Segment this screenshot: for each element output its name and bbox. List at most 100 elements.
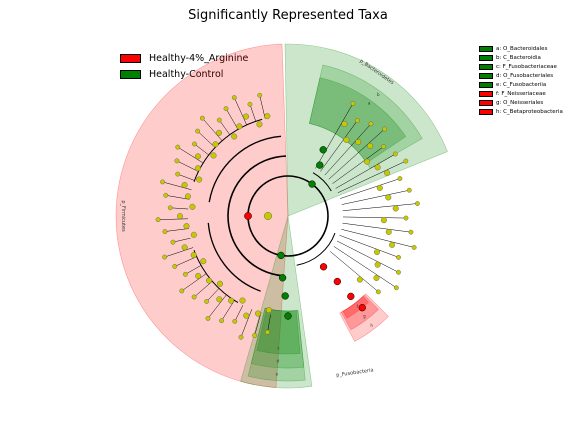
leaf-node (170, 239, 176, 245)
leaf-branch (172, 237, 191, 243)
leaf-node (394, 285, 399, 291)
leaf-node (375, 289, 381, 295)
leaf-node (396, 254, 401, 260)
leaf-node (252, 333, 258, 338)
inner-node (190, 231, 197, 238)
clade-letter-h: h (370, 323, 373, 328)
inner-node (356, 276, 363, 283)
inner-node (343, 136, 350, 143)
key-text-c: c: F_Fusobacteriaceae (496, 63, 557, 70)
key-row-b: b: C_Bacteroidia (479, 53, 563, 62)
leaf-branch (259, 95, 266, 119)
leaf-branch (342, 203, 418, 211)
leaf-node (175, 171, 181, 177)
biomarker-node-control (277, 251, 285, 260)
leaf-branch (162, 181, 192, 191)
sector-layer: b a e d c hgf (115, 43, 448, 389)
leaf-node (223, 106, 229, 112)
leaf-node (204, 299, 210, 304)
inner-node (376, 184, 383, 191)
leaf-node (257, 92, 263, 98)
inner-node (355, 139, 362, 146)
clade-sector-c (256, 308, 301, 355)
clade-sector-g (340, 294, 379, 331)
inner-node (374, 248, 381, 255)
inner-node (184, 193, 191, 200)
key-swatch-a (479, 45, 493, 52)
leaf-branch (181, 273, 207, 292)
inner-node (228, 297, 235, 304)
leaf-branch (339, 235, 399, 258)
biomarker-node-arginine (244, 212, 252, 220)
key-row-f: f: F_Neisseriaceae (479, 89, 563, 98)
leaf-node (403, 158, 409, 164)
clade-letter-d: d (276, 359, 279, 364)
leaf-branch (193, 281, 213, 298)
inner-node (380, 217, 387, 224)
leaf-branch (164, 247, 194, 258)
inner-node (389, 241, 396, 248)
inner-node (373, 274, 380, 281)
inner-node (200, 258, 207, 265)
leaf-branch (194, 143, 209, 156)
leaf-branch (328, 128, 385, 180)
leaf-node (174, 158, 180, 164)
key-row-g: g: O_Neisseriales (479, 98, 563, 107)
biomarker-node-control (308, 180, 316, 188)
key-row-h: h: C_Betaproteobacteria (479, 107, 563, 116)
clade-sector-b (309, 64, 423, 169)
tree-layer (158, 95, 418, 338)
key-swatch-b (479, 54, 493, 61)
inner-node (177, 213, 184, 220)
clade-letter-b: b (377, 92, 380, 97)
inner-node (181, 181, 188, 188)
key-text-f: f: F_Neisseriaceae (496, 90, 546, 97)
inner-node (189, 203, 196, 210)
inner-node (183, 223, 190, 230)
clade-letter-g: g (363, 313, 366, 318)
inner-node (255, 310, 262, 317)
clade-letter-f: f (356, 304, 358, 309)
branch-arc-upper-inner (193, 118, 263, 182)
leaf-branch (234, 97, 247, 126)
taxa-key: a: O_Bacteroidales b: C_Bacteroidia c: F… (479, 44, 563, 116)
inner-node (265, 307, 272, 314)
leaf-branch (329, 251, 379, 293)
leaf-node (231, 95, 237, 101)
leaf-node (247, 101, 253, 107)
inner-node (190, 252, 197, 259)
key-swatch-e (479, 81, 493, 88)
biomarker-node-control (316, 161, 324, 169)
leaf-branch (341, 189, 410, 205)
clade-letter-a: a (368, 100, 371, 105)
leaf-branch (158, 218, 189, 220)
legend-label-control: Healthy-Control (149, 68, 224, 80)
leaf-branch (254, 312, 262, 336)
clade-letter-e: e (276, 372, 279, 377)
leaf-node (172, 264, 178, 269)
clade-letter-c: c (278, 346, 280, 351)
inner-node (374, 261, 381, 268)
clade-sector-d (250, 307, 305, 369)
leaf-node (219, 318, 224, 324)
key-text-b: b: C_Bacteroidia (496, 54, 541, 61)
leaf-node (382, 126, 388, 132)
key-swatch-h (479, 108, 493, 115)
leaf-branch (336, 240, 399, 273)
leaf-branch (342, 216, 406, 219)
leaf-branch (332, 146, 384, 184)
inner-node (194, 165, 201, 172)
branch-arc-firmicutes (227, 155, 286, 277)
biomarker-node-control (284, 312, 292, 320)
leaf-node (392, 151, 398, 157)
chart-title: Significantly Represented Taxa (188, 8, 388, 23)
leaf-branch (324, 123, 372, 176)
inner-node (364, 158, 371, 165)
leaf-node (216, 117, 222, 123)
biomarker-node-arginine (333, 277, 341, 286)
inner-node (195, 272, 202, 279)
inner-node (210, 152, 217, 159)
leaf-node (415, 201, 420, 206)
leaf-branch (249, 104, 257, 122)
